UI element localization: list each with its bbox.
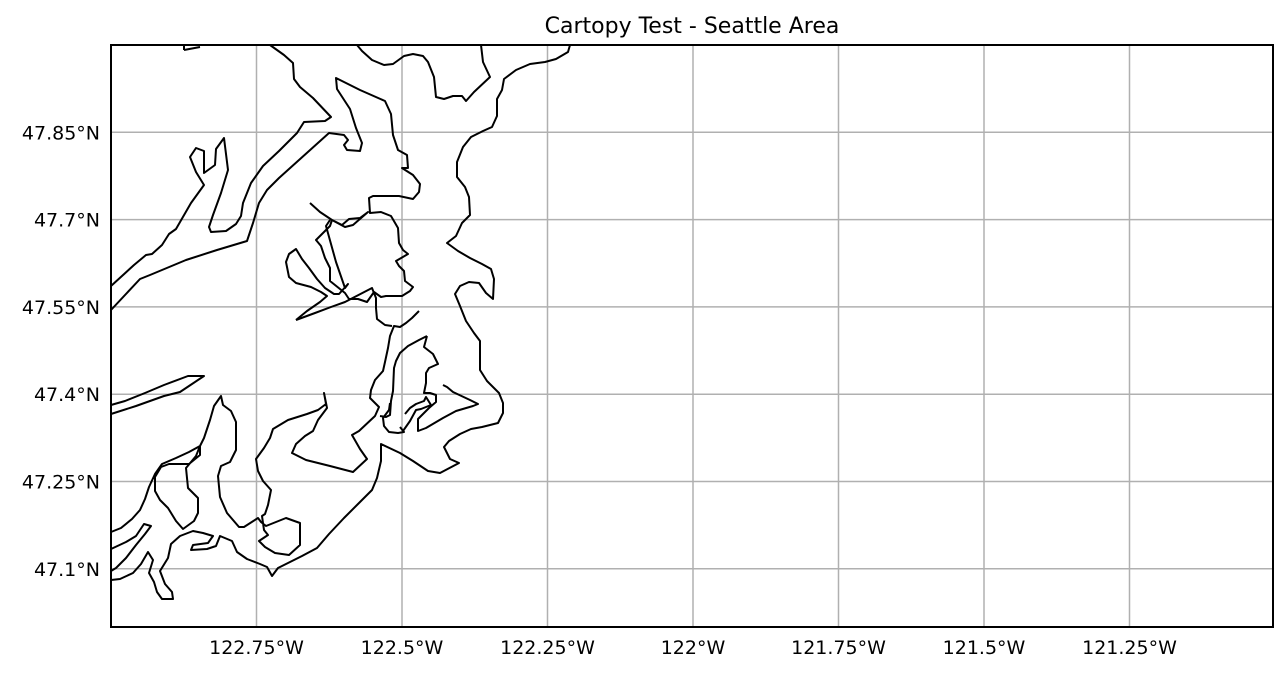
y-tick-label: 47.85°N	[22, 122, 100, 144]
coastline-segment	[110, 310, 420, 556]
map-frame	[110, 44, 1274, 628]
x-tick-labels: 122.75°W 122.5°W 122.25°W 122°W 121.75°W 121.…	[209, 637, 1177, 659]
coastline-segment	[110, 77, 421, 311]
coastline-segment	[110, 44, 571, 600]
y-tick-labels: 47.85°N 47.7°N 47.55°N 47.4°N 47.25°N 47.1°N	[22, 122, 100, 581]
coastline-segment	[110, 523, 152, 572]
coastline-segment	[285, 219, 349, 321]
coastline-segment	[356, 44, 491, 102]
map-title: Cartopy Test - Seattle Area	[545, 14, 840, 39]
x-tick-label: 122.75°W	[209, 637, 304, 659]
y-tick-label: 47.55°N	[22, 297, 100, 319]
x-tick-label: 122°W	[661, 637, 726, 659]
y-tick-label: 47.4°N	[34, 384, 100, 406]
coastlines	[110, 44, 571, 600]
y-tick-label: 47.1°N	[34, 559, 100, 581]
gridlines	[111, 45, 1273, 627]
x-tick-label: 121.25°W	[1082, 637, 1177, 659]
x-tick-label: 122.25°W	[500, 637, 595, 659]
coastline-segment	[295, 287, 479, 432]
y-tick-label: 47.25°N	[22, 472, 100, 494]
x-tick-label: 122.5°W	[361, 637, 444, 659]
coastline-segment	[110, 375, 205, 415]
coastline-segment	[382, 396, 432, 434]
coastline-segment	[110, 44, 332, 287]
x-tick-label: 121.5°W	[943, 637, 1026, 659]
y-tick-label: 47.7°N	[34, 210, 100, 232]
x-tick-label: 121.75°W	[791, 637, 886, 659]
